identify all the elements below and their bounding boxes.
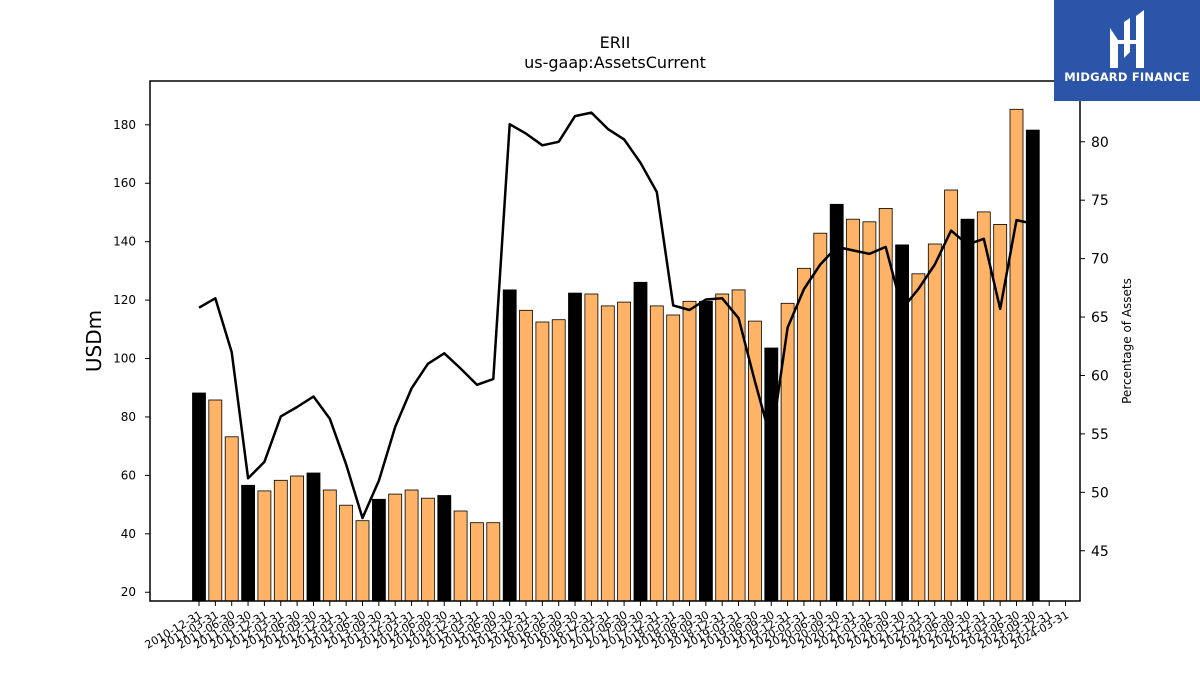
brand-logo: MIDGARD FINANCE <box>1054 0 1200 101</box>
bar-2012-03-31 <box>273 479 288 602</box>
bar-2021-09-30 <box>895 244 909 602</box>
bar-2023-09-30 <box>1025 129 1040 602</box>
bar-2011-06-30 <box>224 436 239 602</box>
bar-2020-09-30 <box>829 203 844 602</box>
left-tick-label: 60 <box>121 468 136 482</box>
line-series <box>198 111 1034 520</box>
bar-2013-12-31 <box>388 493 403 602</box>
bar-2014-12-31 <box>453 510 468 602</box>
right-axis: 45 50 55 60 65 70 75 80 <box>1080 135 1109 560</box>
bar-2013-09-30 <box>371 498 386 602</box>
left-tick-label: 80 <box>121 410 136 424</box>
bar-2014-06-30 <box>420 497 435 602</box>
chart-subtitle: us-gaap:AssetsCurrent <box>524 53 706 72</box>
left-tick-label: 140 <box>113 235 136 249</box>
bar-2023-06-30 <box>1009 108 1024 602</box>
right-tick-label: 60 <box>1091 368 1109 384</box>
right-tick-label: 45 <box>1091 544 1109 560</box>
bar-2018-12-31 <box>715 293 730 602</box>
bar-2020-06-30 <box>813 232 828 602</box>
bar-2016-03-31 <box>535 321 550 602</box>
bar-2018-06-30 <box>682 300 697 602</box>
right-tick-label: 50 <box>1091 485 1109 501</box>
left-axis: 20 40 60 80 100 120 140 160 180 <box>113 118 150 599</box>
logo-mark-icon <box>1110 10 1144 68</box>
bar-2014-09-30 <box>437 495 452 602</box>
bar-2017-03-31 <box>600 305 615 602</box>
bar-2022-12-31 <box>976 211 991 602</box>
bar-2018-09-30 <box>699 300 713 602</box>
x-axis: 2010-12-312011-03-312011-06-302011-09-30… <box>143 601 1071 652</box>
bar-2016-12-31 <box>584 293 599 602</box>
bar-2019-12-31 <box>780 302 795 602</box>
plot-frame <box>149 80 1081 602</box>
bar-2022-03-31 <box>927 243 942 602</box>
bar-2015-03-31 <box>470 522 484 602</box>
bar-2011-09-30 <box>241 484 256 602</box>
bar-2017-09-30 <box>633 281 648 602</box>
left-tick-label: 180 <box>113 118 136 132</box>
bar-2011-03-31 <box>208 399 223 602</box>
bar-2017-06-30 <box>617 301 631 602</box>
right-tick-label: 80 <box>1091 135 1109 151</box>
bar-2022-09-30 <box>960 218 975 602</box>
left-tick-label: 120 <box>113 293 136 307</box>
bar-2022-06-30 <box>944 189 958 602</box>
bar-2015-09-30 <box>502 289 517 602</box>
left-tick-label: 40 <box>121 527 136 541</box>
left-tick-label: 20 <box>121 585 136 599</box>
bar-2018-03-31 <box>666 314 681 602</box>
percentage-line <box>198 111 1034 520</box>
chart-title: ERII <box>600 33 631 52</box>
bar-2020-03-31 <box>797 267 811 602</box>
y2-axis-label: Percentage of Assets <box>1120 278 1134 404</box>
bar-2019-09-30 <box>764 347 779 602</box>
left-tick-label: 160 <box>113 176 136 190</box>
bar-2013-06-30 <box>355 520 370 602</box>
bar-2012-09-30 <box>306 472 321 602</box>
bar-2015-06-30 <box>486 522 501 602</box>
bar-2013-03-31 <box>339 504 354 602</box>
bar-2017-12-31 <box>649 305 664 602</box>
bar-2010-12-31 <box>192 392 206 602</box>
right-tick-label: 75 <box>1091 193 1109 209</box>
bar-2011-12-31 <box>257 490 272 602</box>
bar-2012-12-31 <box>322 489 337 602</box>
right-tick-label: 55 <box>1091 427 1109 443</box>
bar-2016-09-30 <box>568 292 582 602</box>
bar-2014-03-31 <box>404 489 419 602</box>
logo-text: MIDGARD FINANCE <box>1064 70 1190 84</box>
bar-2021-03-31 <box>862 221 877 602</box>
left-tick-label: 100 <box>113 352 136 366</box>
right-tick-label: 65 <box>1091 310 1109 326</box>
right-tick-label: 70 <box>1091 252 1109 268</box>
bar-2020-12-31 <box>846 218 860 602</box>
bar-2015-12-31 <box>519 309 533 602</box>
bar-2016-06-30 <box>551 319 566 602</box>
bar-2012-06-30 <box>290 475 305 602</box>
bar-series <box>192 108 1040 602</box>
y-axis-label: USDm <box>82 310 106 372</box>
bar-2021-12-31 <box>911 273 926 602</box>
